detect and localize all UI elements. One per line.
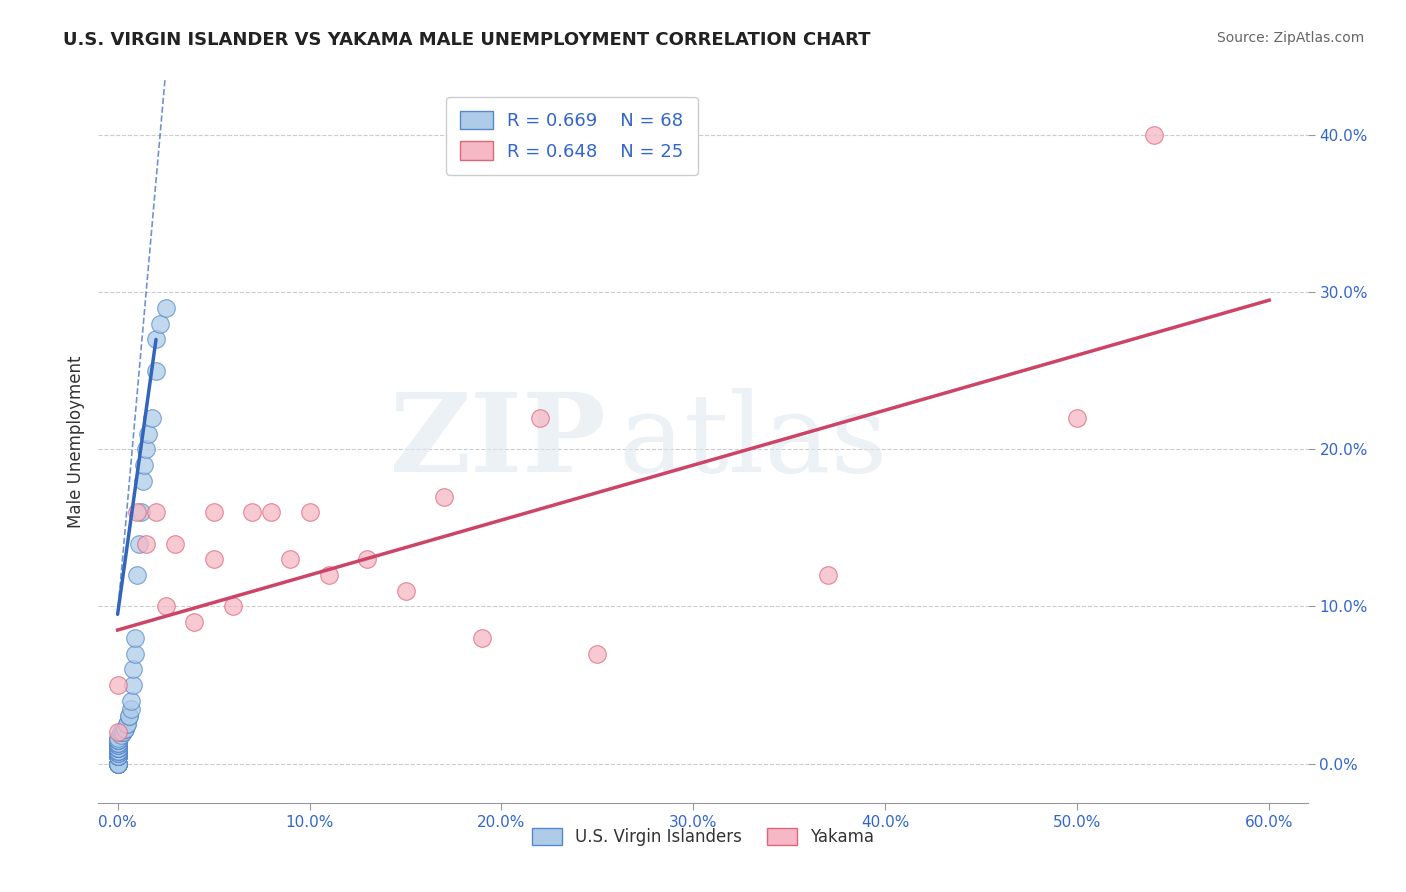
Point <box>817 568 839 582</box>
Point <box>110 728 132 742</box>
Point <box>471 631 494 645</box>
Point <box>118 709 141 723</box>
Point <box>298 505 321 519</box>
Point <box>155 599 177 614</box>
Point <box>107 748 129 763</box>
Point <box>129 505 152 519</box>
Point <box>107 733 129 747</box>
Legend: U.S. Virgin Islanders, Yakama: U.S. Virgin Islanders, Yakama <box>519 814 887 860</box>
Point <box>110 725 132 739</box>
Point <box>122 678 145 692</box>
Point <box>107 756 129 771</box>
Point <box>165 536 187 550</box>
Point <box>107 740 129 755</box>
Point <box>120 701 142 715</box>
Point <box>136 426 159 441</box>
Point <box>107 731 129 746</box>
Point <box>107 740 129 755</box>
Point <box>107 733 129 747</box>
Point <box>107 748 129 763</box>
Point <box>107 756 129 771</box>
Point <box>394 583 416 598</box>
Point <box>122 662 145 676</box>
Point <box>240 505 263 519</box>
Point <box>1143 128 1166 143</box>
Point <box>125 505 148 519</box>
Point <box>107 748 129 763</box>
Point <box>433 490 456 504</box>
Point <box>107 748 129 763</box>
Point <box>120 694 142 708</box>
Point <box>107 740 129 755</box>
Point <box>125 568 148 582</box>
Point <box>529 411 551 425</box>
Point <box>107 733 129 747</box>
Point <box>107 746 129 760</box>
Point <box>222 599 245 614</box>
Text: U.S. VIRGIN ISLANDER VS YAKAMA MALE UNEMPLOYMENT CORRELATION CHART: U.S. VIRGIN ISLANDER VS YAKAMA MALE UNEM… <box>63 31 870 49</box>
Point <box>115 717 138 731</box>
Point <box>107 725 129 739</box>
Point <box>107 756 129 771</box>
Point <box>107 756 129 771</box>
Point <box>114 722 136 736</box>
Point <box>145 364 167 378</box>
Point <box>107 733 129 747</box>
Point <box>183 615 205 630</box>
Point <box>145 333 167 347</box>
Point <box>107 736 129 750</box>
Point <box>202 505 225 519</box>
Y-axis label: Male Unemployment: Male Unemployment <box>66 355 84 528</box>
Point <box>280 552 302 566</box>
Point <box>141 411 163 425</box>
Point <box>107 748 129 763</box>
Point <box>107 756 129 771</box>
Point <box>107 738 129 752</box>
Point <box>124 631 146 645</box>
Point <box>107 738 129 752</box>
Point <box>107 736 129 750</box>
Point <box>1066 411 1088 425</box>
Point <box>356 552 378 566</box>
Point <box>155 301 177 315</box>
Point <box>107 740 129 755</box>
Text: Source: ZipAtlas.com: Source: ZipAtlas.com <box>1216 31 1364 45</box>
Point <box>107 740 129 755</box>
Point <box>318 568 340 582</box>
Point <box>107 744 129 758</box>
Point <box>134 458 156 472</box>
Point <box>135 442 157 457</box>
Point <box>107 744 129 758</box>
Point <box>112 725 135 739</box>
Point <box>107 746 129 760</box>
Point <box>107 756 129 771</box>
Point <box>260 505 283 519</box>
Point <box>115 717 138 731</box>
Point <box>202 552 225 566</box>
Point <box>118 709 141 723</box>
Point <box>107 740 129 755</box>
Point <box>107 738 129 752</box>
Point <box>107 748 129 763</box>
Point <box>107 756 129 771</box>
Point <box>107 756 129 771</box>
Point <box>107 736 129 750</box>
Point <box>112 725 135 739</box>
Point <box>124 647 146 661</box>
Point <box>107 746 129 760</box>
Text: ZIP: ZIP <box>389 388 606 495</box>
Point <box>131 474 153 488</box>
Point <box>107 748 129 763</box>
Text: atlas: atlas <box>619 388 889 495</box>
Point <box>107 744 129 758</box>
Point <box>586 647 609 661</box>
Point <box>128 536 150 550</box>
Point <box>107 678 129 692</box>
Point <box>145 505 167 519</box>
Point <box>107 733 129 747</box>
Point <box>135 536 157 550</box>
Point <box>114 722 136 736</box>
Point <box>149 317 172 331</box>
Point <box>107 748 129 763</box>
